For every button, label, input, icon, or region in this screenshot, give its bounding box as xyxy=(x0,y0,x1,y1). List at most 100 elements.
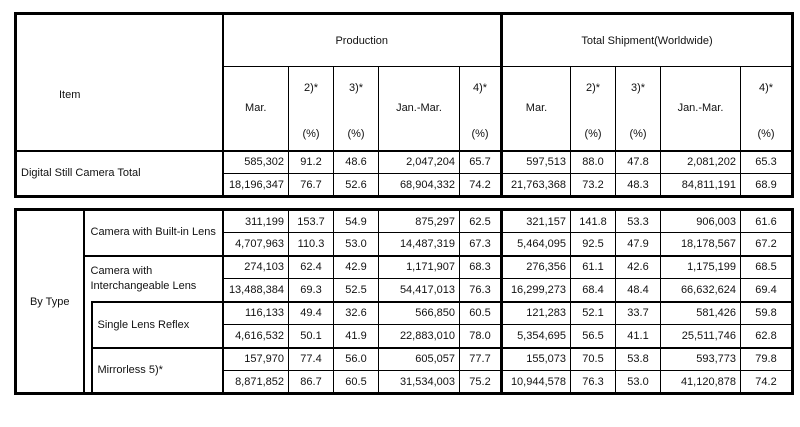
table-row: Single Lens Reflex 116,133 49.4 32.6 566,85… xyxy=(16,300,793,348)
value-cell: 84,811,191 xyxy=(660,173,741,197)
value-cell: 41.1 xyxy=(615,324,661,348)
col-header-janmar: Jan.-Mar. xyxy=(660,66,741,152)
production-group-header: Production xyxy=(222,13,502,67)
value-cell: 66,632,624 xyxy=(660,278,741,302)
value-cell: 65.7 xyxy=(459,150,502,174)
table-row: 18,196,347 76.7 52.6 68,904,332 74.2 21,763,3… xyxy=(16,173,793,197)
value-cell: 18,178,567 xyxy=(660,232,741,256)
value-cell: 276,356 xyxy=(500,254,571,279)
value-cell: 48.6 xyxy=(333,150,379,174)
value-cell: 42.9 xyxy=(333,254,379,279)
value-cell: 4,616,532 xyxy=(222,324,289,348)
col-unit: (%) xyxy=(471,128,489,141)
value-cell: 73.2 xyxy=(570,173,616,197)
col-unit: (%) xyxy=(629,128,647,141)
col-unit: (%) xyxy=(757,128,775,141)
value-cell: 32.6 xyxy=(333,300,379,325)
value-cell: 1,175,199 xyxy=(660,254,741,279)
value-cell: 41,120,878 xyxy=(660,370,741,394)
total-row-label: Digital Still Camera Total xyxy=(15,150,224,197)
value-cell: 48.4 xyxy=(615,278,661,302)
value-cell: 69.4 xyxy=(740,278,793,302)
value-cell: 76.3 xyxy=(459,278,502,302)
col-unit: (%) xyxy=(302,128,320,141)
value-cell: 48.3 xyxy=(615,173,661,197)
value-cell: 56.0 xyxy=(333,346,379,371)
col-header-mar: Mar. xyxy=(222,66,289,152)
col-label: Jan.-Mar. xyxy=(677,102,724,115)
shipment-group-header: Total Shipment(Worldwide) xyxy=(500,13,793,67)
value-cell: 155,073 xyxy=(500,346,571,371)
value-cell: 74.2 xyxy=(740,370,793,394)
col-unit: (%) xyxy=(347,128,365,141)
value-cell: 52.1 xyxy=(570,300,616,325)
value-cell: 18,196,347 xyxy=(222,173,289,197)
value-cell: 605,057 xyxy=(378,346,460,371)
value-cell: 60.5 xyxy=(459,300,502,325)
col-header-4: 4)* (%) xyxy=(740,66,793,152)
value-cell: 75.2 xyxy=(459,370,502,394)
value-cell: 62.8 xyxy=(740,324,793,348)
value-cell: 53.8 xyxy=(615,346,661,371)
value-cell: 153.7 xyxy=(288,209,334,233)
table-row: Digital Still Camera Total 585,302 91.2 48… xyxy=(15,150,793,197)
value-cell: 566,850 xyxy=(378,300,460,325)
value-cell: 92.5 xyxy=(570,232,616,256)
value-cell: 65.3 xyxy=(740,150,793,174)
value-cell: 22,883,010 xyxy=(378,324,460,348)
value-cell: 4,707,963 xyxy=(222,232,289,256)
col-label: 4)* xyxy=(472,82,488,95)
value-cell: 110.3 xyxy=(288,232,334,256)
col-label: Jan.-Mar. xyxy=(396,102,442,115)
col-label: 3)* xyxy=(348,82,364,95)
table-row: Mar. 2)* (%) 3)* (%) Jan.-Mar. 4)* (%) Mar.… xyxy=(16,66,793,152)
value-cell: 593,773 xyxy=(660,346,741,371)
value-cell: 141.8 xyxy=(570,209,616,233)
col-header-2: 2)* (%) xyxy=(570,66,616,152)
value-cell: 76.3 xyxy=(570,370,616,394)
value-cell: 47.9 xyxy=(615,232,661,256)
value-cell: 79.8 xyxy=(740,346,793,371)
col-label: 4)* xyxy=(758,82,774,95)
value-cell: 68.9 xyxy=(740,173,793,197)
value-cell: 321,157 xyxy=(500,209,571,233)
value-cell: 67.2 xyxy=(740,232,793,256)
value-cell: 16,299,273 xyxy=(500,278,571,302)
value-cell: 25,511,746 xyxy=(660,324,741,348)
value-cell: 56.5 xyxy=(570,324,616,348)
value-cell: 61.1 xyxy=(570,254,616,279)
value-cell: 13,488,384 xyxy=(222,278,289,302)
value-cell: 311,199 xyxy=(222,209,289,233)
value-cell: 49.4 xyxy=(288,300,334,325)
col-label: 2)* xyxy=(303,82,319,95)
value-cell: 54,417,013 xyxy=(378,278,460,302)
value-cell: 68,904,332 xyxy=(378,173,460,197)
col-label: Mar. xyxy=(245,102,267,115)
col-header-mar: Mar. xyxy=(500,66,571,152)
value-cell: 50.1 xyxy=(288,324,334,348)
value-cell: 581,426 xyxy=(660,300,741,325)
subcategory-label-slr: Single Lens Reflex xyxy=(90,300,224,348)
value-cell: 10,944,578 xyxy=(500,370,571,394)
col-header-2: 2)* (%) xyxy=(288,66,334,152)
value-cell: 60.5 xyxy=(333,370,379,394)
value-cell: 274,103 xyxy=(222,254,289,279)
col-label: 2)* xyxy=(585,82,601,95)
category-label-built-in: Camera with Built-in Lens xyxy=(83,209,224,256)
col-header-janmar: Jan.-Mar. xyxy=(378,66,460,152)
indent-spacer xyxy=(84,302,92,394)
value-cell: 597,513 xyxy=(500,150,571,174)
value-cell: 53.3 xyxy=(615,209,661,233)
item-header: Item xyxy=(15,13,224,152)
value-cell: 41.9 xyxy=(333,324,379,348)
by-type-header: By Type xyxy=(15,209,85,394)
value-cell: 78.0 xyxy=(459,324,502,348)
table-row: Camera with Interchangeable Lens 274,103… xyxy=(16,254,793,302)
value-cell: 2,047,204 xyxy=(378,150,460,174)
value-cell: 53.0 xyxy=(333,232,379,256)
value-cell: 62.5 xyxy=(459,209,502,233)
value-cell: 42.6 xyxy=(615,254,661,279)
by-type-table: By Type Camera with Built-in Lens 311,19… xyxy=(14,208,794,395)
value-cell: 91.2 xyxy=(288,150,334,174)
